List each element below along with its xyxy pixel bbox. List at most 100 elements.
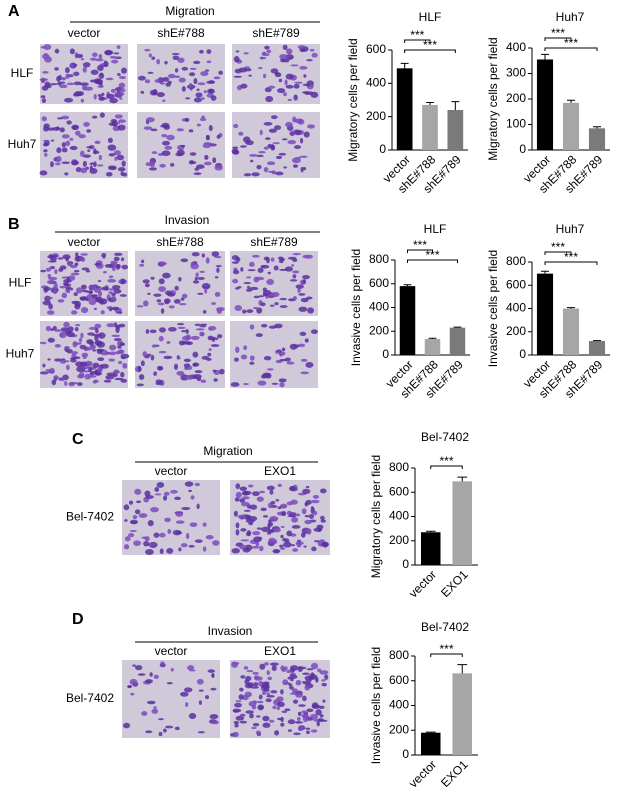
cell — [182, 335, 191, 341]
cell — [261, 691, 267, 696]
cell — [120, 278, 126, 285]
significance-bracket — [544, 37, 572, 41]
cell — [256, 307, 263, 314]
cell — [57, 117, 63, 120]
cell — [161, 150, 171, 157]
cell — [304, 514, 310, 518]
cell — [109, 351, 116, 356]
cell — [40, 95, 46, 99]
cell — [280, 503, 288, 509]
cell — [276, 349, 282, 353]
cell — [193, 60, 201, 65]
cell — [78, 134, 86, 139]
cell — [290, 279, 298, 282]
cell — [39, 78, 49, 82]
significance-label: *** — [439, 454, 453, 468]
cell — [174, 496, 181, 501]
cell — [193, 172, 202, 176]
cell — [278, 378, 287, 383]
cell — [103, 271, 107, 274]
cell — [90, 57, 97, 61]
cell — [199, 325, 207, 328]
cell — [213, 76, 221, 80]
cell — [42, 363, 46, 368]
significance-bracket — [407, 259, 458, 263]
cell — [212, 157, 217, 164]
cell — [173, 363, 179, 370]
cell — [159, 327, 166, 333]
bar — [420, 732, 441, 755]
column-label: vector — [155, 464, 188, 478]
cell — [321, 541, 330, 547]
y-tick-label: 600 — [366, 42, 386, 56]
cell — [280, 689, 284, 695]
cell — [138, 513, 148, 518]
row-label: Huh7 — [8, 137, 37, 151]
x-tick-label: vector — [406, 757, 439, 790]
cell — [265, 372, 272, 379]
cell — [212, 540, 220, 546]
cell — [196, 503, 200, 510]
cell — [74, 303, 81, 310]
column-label: shE#789 — [252, 26, 300, 40]
cell — [119, 294, 127, 297]
cell — [99, 112, 105, 118]
cell — [130, 692, 135, 696]
cell — [129, 519, 139, 525]
cell — [277, 506, 282, 510]
cell — [253, 295, 260, 299]
cell — [43, 286, 51, 291]
cell — [121, 67, 127, 74]
cell — [98, 96, 105, 101]
cell — [197, 292, 204, 295]
micrograph — [230, 251, 318, 316]
cell — [113, 338, 122, 342]
cell — [164, 298, 170, 305]
cell — [309, 513, 314, 519]
cell — [98, 54, 103, 59]
cell — [98, 290, 103, 297]
cell — [256, 715, 261, 718]
cell — [190, 262, 195, 267]
cell — [211, 251, 220, 257]
cell — [257, 267, 264, 273]
cell — [205, 69, 210, 72]
cell — [311, 702, 319, 709]
cell — [39, 170, 48, 176]
cell — [46, 279, 56, 285]
cell — [151, 151, 158, 155]
error-bar — [451, 101, 460, 110]
cell — [295, 284, 304, 289]
chart-title: Bel-7402 — [421, 430, 469, 444]
cell — [281, 138, 288, 141]
cell — [153, 706, 157, 709]
cell — [113, 252, 123, 256]
cell — [75, 287, 83, 294]
cell — [280, 525, 285, 528]
cell — [239, 498, 246, 503]
cell — [242, 547, 251, 553]
cell — [54, 329, 62, 332]
cell — [57, 81, 62, 86]
cell — [142, 351, 148, 357]
bar — [452, 673, 473, 755]
cell — [232, 278, 239, 284]
cell — [311, 52, 318, 58]
cell — [141, 711, 148, 717]
cell — [123, 544, 130, 550]
significance-bracket — [544, 47, 598, 51]
cell — [241, 496, 250, 500]
chart-title: Huh7 — [556, 10, 585, 24]
cell — [277, 483, 282, 488]
micrograph — [137, 112, 225, 178]
micrograph — [134, 321, 225, 388]
cell — [259, 56, 267, 60]
cell — [149, 672, 153, 677]
cell — [267, 170, 276, 173]
cell — [211, 302, 217, 305]
cell — [196, 678, 204, 685]
cell — [92, 362, 100, 368]
panel-label: A — [8, 3, 20, 20]
cell — [116, 154, 125, 161]
cell — [159, 548, 164, 555]
